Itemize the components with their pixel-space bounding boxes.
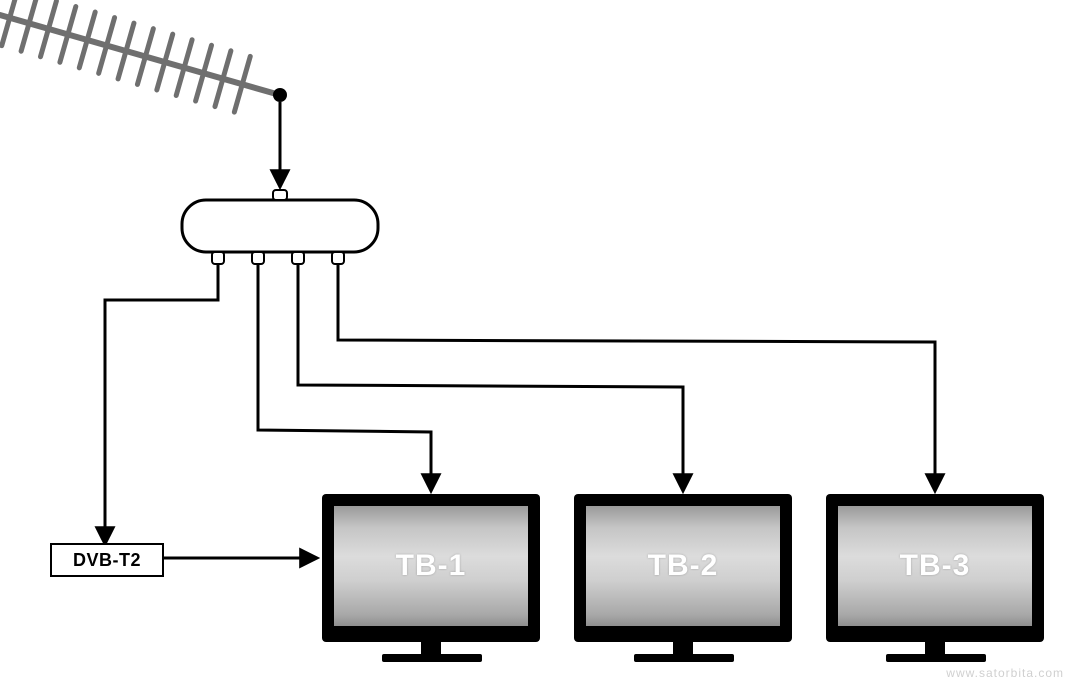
tv-stand-neck bbox=[673, 642, 693, 654]
watermark: www.satorbita.com bbox=[946, 666, 1064, 680]
tv-3: ТВ-3 bbox=[826, 494, 1044, 664]
tv-screen: ТВ-1 bbox=[334, 506, 528, 626]
dvb-t2-box: DVB-T2 bbox=[50, 543, 164, 577]
tv-1: ТВ-1 bbox=[322, 494, 540, 664]
tv-label: ТВ-3 bbox=[900, 549, 971, 583]
tv-stand-neck bbox=[925, 642, 945, 654]
splitter-to-dvb bbox=[105, 264, 218, 543]
cables bbox=[105, 102, 935, 558]
dvb-label: DVB-T2 bbox=[73, 550, 141, 571]
tv-screen: ТВ-2 bbox=[586, 506, 780, 626]
tv-screen: ТВ-3 bbox=[838, 506, 1032, 626]
splitter-icon bbox=[182, 190, 378, 264]
splitter-to-tv2 bbox=[298, 264, 683, 490]
tv-2: ТВ-2 bbox=[574, 494, 792, 664]
splitter-to-tv1 bbox=[258, 264, 431, 490]
tv-label: ТВ-2 bbox=[648, 549, 719, 583]
tv-label: ТВ-1 bbox=[396, 549, 467, 583]
tv-stand-neck bbox=[421, 642, 441, 654]
tv-stand-base bbox=[382, 654, 482, 662]
splitter-to-tv3 bbox=[338, 264, 935, 490]
tv-stand-base bbox=[886, 654, 986, 662]
tv-stand-base bbox=[634, 654, 734, 662]
antenna-icon bbox=[0, 0, 287, 112]
